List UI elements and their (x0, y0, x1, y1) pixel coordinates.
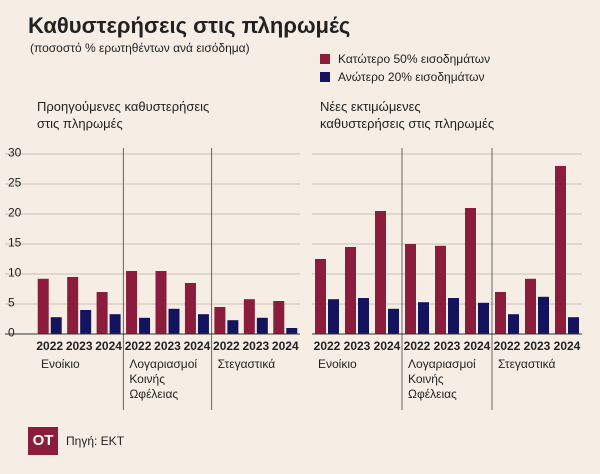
bar (139, 317, 151, 334)
bar (405, 244, 416, 334)
bar (214, 307, 226, 334)
y-tick-label: 20 (8, 206, 22, 220)
x-tick-label: 2022 (36, 339, 63, 353)
x-tick-label: 2024 (95, 339, 122, 353)
bar (525, 278, 536, 334)
bar (256, 317, 268, 334)
legend-swatch (320, 54, 330, 64)
bar (448, 298, 459, 334)
x-tick-label: 2022 (494, 339, 521, 353)
x-tick-label: 2022 (404, 339, 431, 353)
y-tick-label: 0 (8, 326, 15, 340)
group-label: Λογαριασμοί Κοινής Ωφέλειας (408, 357, 476, 401)
x-tick-label: 2024 (464, 339, 491, 353)
panel-title: Προηγούμενες καθυστερήσεις στις πληρωμές (37, 99, 210, 131)
bar (67, 277, 79, 334)
panel-title: Νέες εκτιμώμενες καθυστερήσεις στις πληρ… (320, 99, 495, 131)
bar (96, 292, 108, 334)
bar (568, 317, 579, 334)
bar (243, 299, 255, 334)
bar (197, 314, 209, 334)
group-label: Στεγαστικά (217, 357, 276, 371)
source: Πηγή: ΕΚΤ (66, 434, 125, 448)
subtitle: (ποσοστό % ερωτηθέντων ανά εισόδημα) (30, 41, 250, 55)
x-tick-label: 2023 (242, 339, 269, 353)
bar (184, 283, 196, 334)
x-tick-label: 2022 (213, 339, 240, 353)
bar (227, 320, 239, 334)
legend-label: Κατώτερο 50% εισοδημάτων (338, 52, 490, 66)
x-tick-label: 2022 (125, 339, 152, 353)
x-tick-label: 2024 (554, 339, 581, 353)
group-label: Λογαριασμοί Κοινής Ωφέλειας (129, 357, 198, 401)
x-tick-label: 2023 (344, 339, 371, 353)
bar (555, 166, 566, 334)
legend-swatch (320, 72, 330, 82)
x-tick-label: 2024 (272, 339, 299, 353)
bar (155, 271, 167, 334)
y-tick-label: 15 (8, 236, 22, 250)
x-tick-label: 2024 (374, 339, 401, 353)
bar (435, 245, 446, 334)
group-label: Στεγαστικά (498, 357, 556, 371)
x-tick-label: 2024 (184, 339, 211, 353)
bar (315, 259, 326, 334)
x-tick-label: 2023 (154, 339, 181, 353)
bar (388, 308, 399, 334)
bar (345, 247, 356, 334)
bar (478, 302, 489, 334)
bar (168, 308, 180, 334)
y-tick-label: 5 (8, 296, 15, 310)
bar (328, 299, 339, 334)
bar (495, 292, 506, 334)
x-tick-label: 2023 (66, 339, 93, 353)
x-tick-label: 2022 (314, 339, 341, 353)
bar (273, 301, 285, 334)
title: Καθυστερήσεις στις πληρωμές (28, 13, 351, 38)
bar (538, 296, 549, 334)
y-tick-label: 10 (8, 266, 22, 280)
legend-label: Ανώτερο 20% εισοδημάτων (338, 70, 485, 84)
y-tick-label: 30 (8, 146, 22, 160)
group-label: Ενοίκιο (318, 357, 357, 371)
bar (508, 314, 519, 334)
bar (358, 298, 369, 334)
bar (37, 278, 49, 334)
bar (375, 211, 386, 334)
logo: ΟΤ (28, 427, 58, 455)
group-label: Ενοίκιο (41, 357, 80, 371)
bar (286, 328, 298, 334)
bar (109, 314, 121, 334)
y-tick-label: 25 (8, 176, 22, 190)
bar (80, 310, 92, 334)
bar (418, 302, 429, 334)
bar (465, 208, 476, 334)
x-tick-label: 2023 (434, 339, 461, 353)
bar (50, 317, 62, 334)
x-tick-label: 2023 (524, 339, 551, 353)
bar (126, 271, 138, 334)
